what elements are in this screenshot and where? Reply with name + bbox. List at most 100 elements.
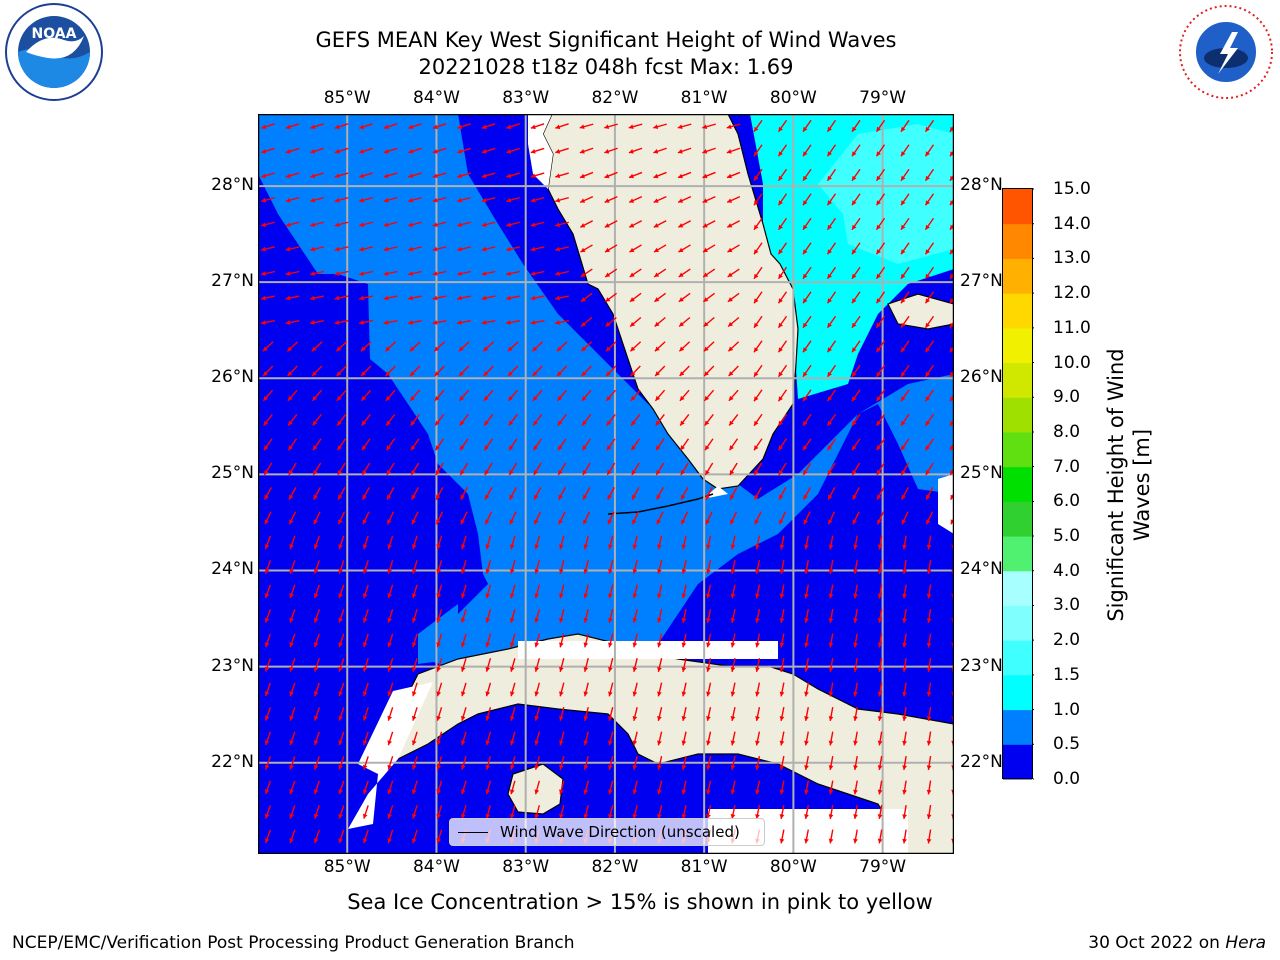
- colorbar-cell: [1003, 327, 1032, 364]
- wave-direction-arrow: [457, 270, 471, 276]
- colorbar-cell: [1003, 397, 1032, 433]
- wave-direction-arrow: [677, 195, 692, 204]
- wave-direction-arrow: [509, 584, 516, 599]
- wave-direction-arrow: [702, 244, 716, 253]
- chart-title: GEFS MEAN Key West Significant Height of…: [315, 28, 897, 52]
- lat-tick-label-right: 28°N: [960, 175, 1003, 196]
- wave-direction-arrow: [926, 706, 932, 722]
- colorbar-cell: [1003, 640, 1032, 676]
- wave-direction-arrow: [604, 292, 618, 303]
- wave-direction-arrow: [264, 829, 272, 844]
- wave-direction-arrow: [606, 438, 616, 451]
- wave-direction-arrow: [779, 608, 785, 624]
- wave-direction-arrow: [853, 657, 858, 673]
- wave-direction-arrow: [753, 193, 763, 206]
- wave-direction-arrow: [386, 487, 395, 500]
- wave-direction-arrow: [654, 365, 666, 377]
- wave-direction-arrow: [359, 123, 373, 130]
- wave-direction-arrow: [826, 389, 837, 402]
- wave-direction-arrow: [289, 805, 296, 819]
- colorbar: [1002, 188, 1034, 780]
- wave-direction-arrow: [483, 414, 494, 426]
- wave-direction-arrow: [506, 123, 520, 130]
- wave-direction-arrow: [779, 657, 785, 673]
- wave-direction-arrow: [753, 242, 763, 255]
- wave-direction-arrow: [875, 266, 886, 280]
- wave-direction-arrow: [362, 756, 369, 770]
- wave-direction-arrow: [485, 756, 492, 770]
- wave-direction-arrow: [556, 389, 568, 402]
- colorbar-cell: [1003, 536, 1032, 572]
- wave-direction-arrow: [851, 291, 861, 304]
- wave-direction-arrow: [482, 341, 495, 352]
- wave-direction-arrow: [411, 731, 418, 746]
- wave-direction-arrow: [851, 413, 861, 427]
- wave-direction-arrow: [657, 780, 663, 795]
- wave-direction-arrow: [383, 196, 398, 203]
- wave-direction-arrow: [902, 829, 907, 844]
- wave-direction-arrow: [334, 270, 349, 276]
- wave-direction-arrow: [582, 487, 591, 500]
- wave-direction-arrow: [703, 365, 715, 377]
- lon-tick-label-top: 81°W: [680, 88, 728, 108]
- wave-direction-arrow: [851, 340, 861, 353]
- wave-direction-arrow: [851, 438, 861, 451]
- wave-direction-arrow: [287, 414, 298, 426]
- wave-direction-arrow: [436, 633, 443, 648]
- wave-direction-arrow: [432, 196, 447, 203]
- wave-direction-arrow: [481, 295, 496, 301]
- wave-direction-arrow: [409, 365, 421, 377]
- wave-direction-arrow: [534, 584, 541, 599]
- wave-direction-arrow: [875, 389, 886, 402]
- wave-direction-arrow: [432, 295, 447, 301]
- wave-direction-arrow: [385, 414, 396, 426]
- wave-direction-arrow: [579, 195, 594, 204]
- wave-direction-arrow: [432, 320, 447, 325]
- wave-direction-arrow: [559, 682, 565, 697]
- lat-tick-label-right: 23°N: [960, 655, 1003, 676]
- lat-tick-label-left: 23°N: [211, 655, 254, 676]
- wave-direction-arrow: [264, 487, 272, 500]
- wave-direction-arrow: [802, 266, 812, 280]
- wave-direction-arrow: [313, 756, 320, 770]
- wave-direction-arrow: [605, 389, 617, 402]
- wave-direction-arrow: [900, 462, 910, 476]
- nws-logo: [1176, 2, 1276, 102]
- wave-direction-arrow: [949, 296, 954, 304]
- wave-direction-arrow: [460, 584, 467, 599]
- wave-direction-arrow: [411, 658, 418, 672]
- wave-direction-arrow: [924, 291, 935, 304]
- wave-direction-arrow: [313, 584, 320, 599]
- wave-direction-arrow: [802, 119, 812, 133]
- wave-direction-arrow: [654, 316, 666, 328]
- wave-direction-arrow: [726, 171, 741, 179]
- wave-direction-arrow: [949, 320, 954, 329]
- wave-direction-arrow: [678, 292, 691, 303]
- wave-direction-arrow: [264, 780, 272, 795]
- wave-direction-arrow: [484, 462, 493, 476]
- wave-direction-arrow: [509, 682, 516, 697]
- wave-direction-arrow: [677, 220, 692, 228]
- wave-direction-arrow: [755, 805, 761, 819]
- wave-direction-arrow: [288, 487, 297, 500]
- wave-direction-arrow: [679, 389, 690, 402]
- wave-direction-arrow: [407, 295, 423, 301]
- wave-direction-arrow: [313, 731, 320, 746]
- wave-direction-arrow: [359, 221, 373, 227]
- wave-direction-arrow: [411, 707, 418, 721]
- lat-tick-label-right: 24°N: [960, 559, 1003, 580]
- wave-direction-arrow: [730, 560, 736, 574]
- wave-direction-arrow: [703, 316, 715, 328]
- wave-direction-arrow: [779, 535, 785, 550]
- wave-direction-arrow: [605, 341, 617, 352]
- wave-direction-arrow: [828, 657, 834, 673]
- wave-direction-arrow: [726, 147, 741, 154]
- wave-direction-arrow: [902, 608, 907, 624]
- wave-direction-arrow: [334, 172, 349, 179]
- wave-direction-arrow: [481, 123, 496, 130]
- wave-direction-arrow: [509, 609, 516, 623]
- wave-direction-arrow: [779, 682, 785, 697]
- colorbar-cell: [1003, 362, 1032, 398]
- wave-direction-arrow: [411, 609, 418, 623]
- wave-direction-arrow: [580, 316, 593, 328]
